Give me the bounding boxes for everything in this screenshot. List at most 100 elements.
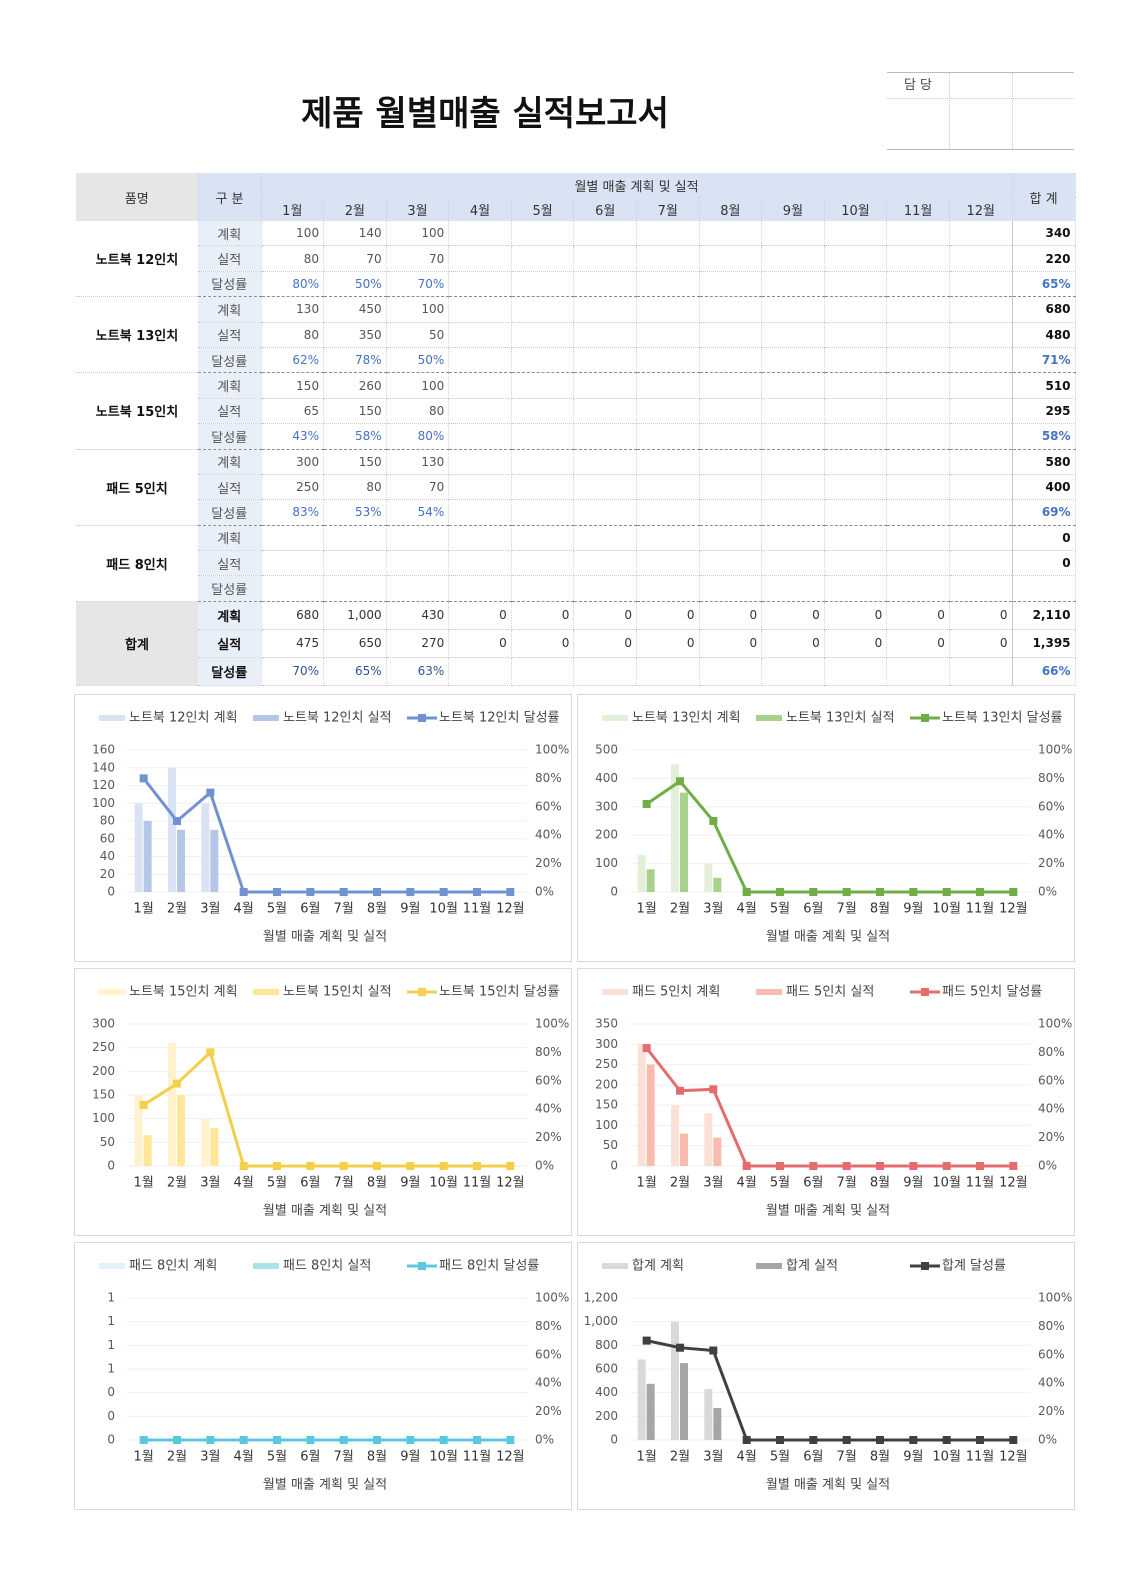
bar [713, 1408, 722, 1440]
x-tick-label: 2월 [167, 1450, 187, 1465]
product-cell: 합계 [76, 601, 198, 686]
line-marker [676, 1086, 684, 1095]
legend-label: 패드 5인치 실적 [786, 985, 874, 1000]
legend-swatch [418, 714, 426, 722]
value-cell [636, 499, 700, 526]
value-cell [699, 245, 763, 272]
legend-swatch [602, 989, 628, 995]
value-cell: 650 [323, 629, 387, 658]
value-cell: 0 [636, 601, 700, 630]
legend-swatch [602, 715, 628, 721]
x-tick-label: 7월 [837, 1176, 857, 1191]
legend-label: 노트북 12인치 계획 [129, 711, 238, 726]
total-cell: 295 [1011, 398, 1076, 425]
line-marker [809, 888, 818, 896]
value-cell [573, 296, 637, 323]
legend-label: 노트북 15인치 계획 [129, 985, 238, 1000]
value-cell [636, 423, 700, 450]
value-cell [448, 271, 512, 298]
month-header: 5월 [511, 197, 575, 221]
value-cell [699, 347, 763, 374]
line-marker [506, 888, 515, 896]
y2-tick-label: 60% [1038, 1347, 1065, 1361]
table-row: 패드 5인치 계획 300 150 130 580 [76, 449, 1076, 526]
value-cell [636, 322, 700, 348]
value-cell [511, 398, 575, 425]
bar [177, 829, 185, 892]
value-cell [511, 657, 575, 686]
legend-label: 패드 8인치 달성률 [439, 1259, 539, 1274]
line-marker [876, 888, 884, 896]
value-cell: 50% [323, 271, 387, 298]
value-cell [636, 525, 700, 552]
value-cell [824, 372, 888, 399]
value-cell [511, 347, 575, 374]
x-tick-label: 12월 [496, 1450, 525, 1465]
legend-label: 노트북 12인치 실적 [283, 711, 392, 726]
legend-label: 패드 5인치 계획 [632, 985, 720, 1000]
line-marker [306, 1436, 315, 1444]
value-cell [886, 474, 950, 501]
y-tick-label: 0 [107, 1385, 115, 1399]
value-cell [511, 245, 575, 272]
x-tick-label: 5월 [267, 902, 287, 917]
chart: 0 200 400 600 800 1,000 1,200 0% 20% 40% 60% 80% 100… [577, 1242, 1075, 1510]
y2-tick-label: 60% [1038, 1073, 1065, 1087]
x-tick-label: 10월 [429, 1176, 458, 1191]
line-marker [373, 888, 381, 896]
x-axis-title: 월별 매출 계획 및 실적 [766, 930, 890, 945]
product-cell: 노트북 13인치 [76, 296, 198, 374]
month-header: 2월 [323, 197, 387, 221]
y-tick-label: 150 [595, 1098, 618, 1112]
x-tick-label: 4월 [737, 1450, 757, 1465]
x-tick-label: 11월 [463, 1450, 492, 1465]
legend-swatch [921, 714, 929, 722]
value-cell [448, 347, 512, 374]
value-cell [699, 372, 763, 399]
value-cell [949, 474, 1013, 501]
value-cell: 140 [323, 221, 387, 247]
bar [210, 829, 219, 892]
value-cell: 680 [261, 601, 325, 630]
y2-tick-label: 80% [535, 1045, 562, 1059]
value-cell [761, 398, 825, 425]
product-cell: 노트북 12인치 [76, 221, 198, 298]
approval-box: 담 당 [887, 72, 1074, 150]
value-cell [573, 499, 637, 526]
value-cell [636, 474, 700, 501]
bar [713, 1137, 722, 1166]
x-tick-label: 3월 [703, 902, 723, 917]
y2-tick-label: 40% [1038, 1376, 1065, 1390]
legend-swatch [253, 715, 279, 721]
line-marker [1009, 1436, 1018, 1444]
value-cell [448, 474, 512, 501]
y2-tick-label: 60% [535, 799, 562, 813]
value-cell [699, 423, 763, 450]
bar [680, 792, 688, 892]
y2-tick-label: 20% [1038, 856, 1065, 870]
value-cell [636, 296, 700, 323]
x-tick-label: 12월 [999, 1450, 1028, 1465]
value-cell [636, 271, 700, 298]
bar [680, 1133, 688, 1166]
value-cell [949, 550, 1013, 577]
legend-label: 노트북 15인치 실적 [283, 985, 392, 1000]
x-tick-label: 5월 [770, 1176, 790, 1191]
value-cell [761, 296, 825, 323]
y2-tick-label: 40% [535, 1376, 562, 1390]
y2-tick-label: 100% [535, 743, 569, 757]
x-tick-label: 3월 [200, 1176, 220, 1191]
value-cell [824, 575, 888, 602]
x-axis-title: 월별 매출 계획 및 실적 [766, 1204, 890, 1219]
value-cell [699, 575, 763, 602]
table-row: 달성률 80% 50% 70% 65% [76, 271, 1076, 298]
x-tick-label: 10월 [429, 902, 458, 917]
value-cell [699, 499, 763, 526]
legend-swatch [756, 989, 782, 995]
value-cell [448, 372, 512, 399]
legend-label: 패드 8인치 계획 [129, 1259, 217, 1274]
category-cell: 실적 [198, 398, 262, 425]
bar [134, 1095, 143, 1166]
y-tick-label: 0 [610, 885, 618, 899]
line-marker [776, 888, 784, 896]
